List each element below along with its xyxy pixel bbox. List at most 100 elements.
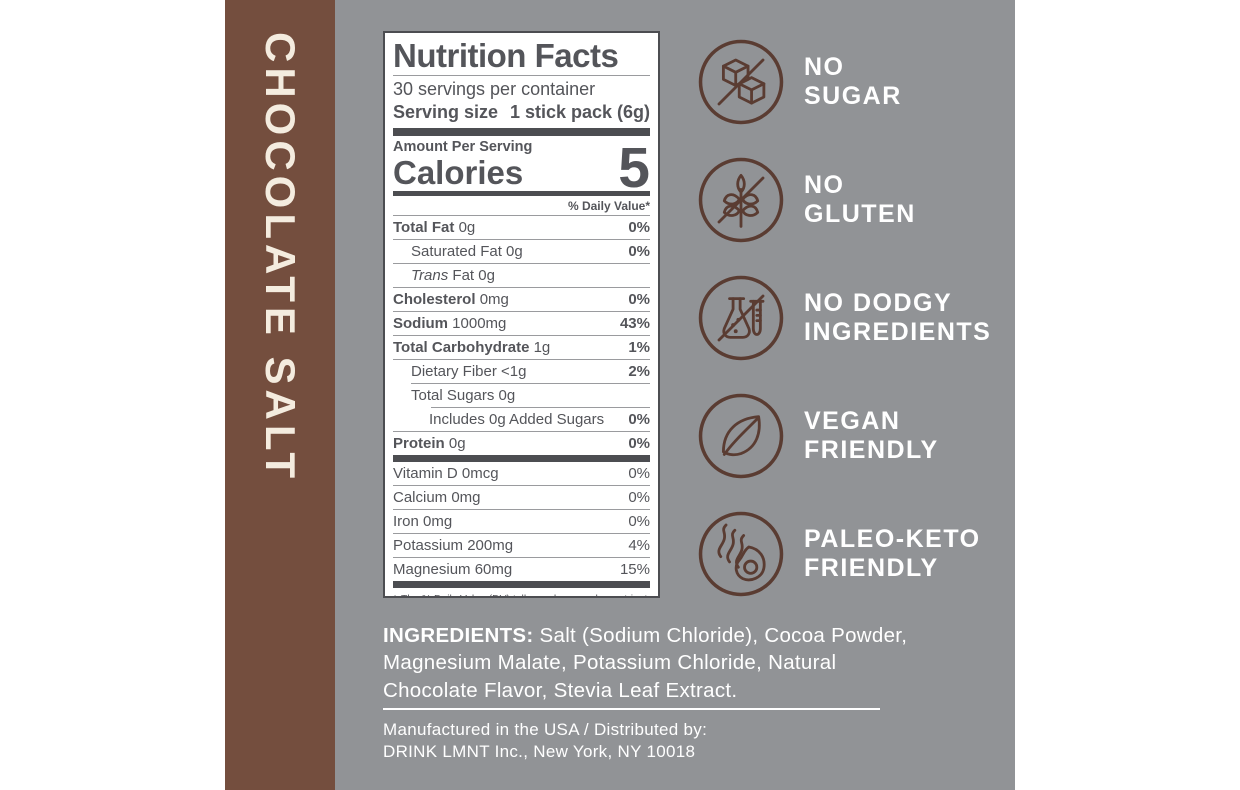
nutrient-name: Vitamin D 0mcg <box>393 464 499 482</box>
nutrient-name: Sodium 1000mg <box>393 314 507 332</box>
manufactured-line: Manufactured in the USA / Distributed by… <box>383 720 708 739</box>
serving-size-value: 1 stick pack (6g) <box>509 102 650 123</box>
separator-rule <box>393 557 650 559</box>
badge-vegan-friendly: VEGAN FRIENDLY <box>697 392 991 480</box>
micro-nutrient-rows: Vitamin D 0mcg 0% Calcium 0mg 0% Iron 0mg 0% P… <box>393 462 650 581</box>
nutrient-daily-value: 0% <box>628 410 650 428</box>
nutrient-daily-value: 43% <box>619 314 650 332</box>
macro-nutrient-rows: Total Fat 0g 0% Saturated Fat 0g 0% Trans Fa… <box>393 216 650 455</box>
nutrient-row: Saturated Fat 0g 0% <box>393 240 650 263</box>
serving-size-label: Serving size <box>393 102 499 123</box>
nutrient-daily-value: 2% <box>628 362 650 380</box>
footer-divider <box>383 708 880 710</box>
nutrient-row: Vitamin D 0mcg 0% <box>393 462 650 485</box>
separator-rule <box>393 239 650 241</box>
thick-rule <box>393 455 650 463</box>
separator-rule <box>393 215 650 217</box>
nutrient-daily-value: 0% <box>628 242 650 260</box>
servings-per-container: 30 servings per container <box>393 78 596 99</box>
nutrient-name: Iron 0mg <box>393 512 453 530</box>
thick-rule <box>393 581 650 589</box>
badge-label: NO GLUTEN <box>804 170 916 229</box>
nutrient-name: Calcium 0mg <box>393 488 481 506</box>
nutrient-row: Dietary Fiber <1g 2% <box>393 360 650 383</box>
nutrient-row: Protein 0g 0% <box>393 432 650 455</box>
separator-rule <box>393 287 650 289</box>
nutrient-daily-value: 0% <box>628 434 650 452</box>
nutrient-name: Dietary Fiber <1g <box>411 362 527 380</box>
nutrient-daily-value: 0% <box>628 464 650 482</box>
nutrient-row: Calcium 0mg 0% <box>393 486 650 509</box>
nutrient-row: Trans Fat 0g <box>393 264 650 287</box>
nutrient-row: Cholesterol 0mg 0% <box>393 288 650 311</box>
nutrition-facts-panel: Nutrition Facts 30 servings per containe… <box>383 31 660 598</box>
separator-rule <box>393 359 650 361</box>
badge-paleo-keto-friendly: PALEO-KETO FRIENDLY <box>697 510 991 598</box>
calories-value: 5 <box>618 135 650 200</box>
calories-block: Amount Per Serving Calories 5 <box>393 135 650 200</box>
nutrient-daily-value: 0% <box>628 218 650 236</box>
nutrient-row: Total Sugars 0g <box>393 384 650 407</box>
separator-rule <box>393 74 650 76</box>
badge-label: PALEO-KETO FRIENDLY <box>804 524 981 583</box>
badge-label: VEGAN FRIENDLY <box>804 406 939 465</box>
badge-no-sugar: NO SUGAR <box>697 38 991 126</box>
nutrient-row: Potassium 200mg 4% <box>393 534 650 557</box>
nutrient-daily-value: 4% <box>628 536 650 554</box>
thick-rule <box>393 191 650 197</box>
nutrient-name: Total Sugars 0g <box>411 386 516 404</box>
nutrient-row: Iron 0mg 0% <box>393 510 650 533</box>
separator-rule <box>393 311 650 313</box>
calories-label: Calories <box>393 154 524 192</box>
thick-rule <box>393 127 650 136</box>
separator-rule <box>431 407 650 409</box>
nutrient-daily-value: 0% <box>628 512 650 530</box>
footnote-text: The % Daily Value (DV) tells you how muc… <box>401 593 650 596</box>
nutrient-row: Includes 0g Added Sugars 0% <box>393 408 650 431</box>
vegan-friendly-icon <box>698 393 784 479</box>
nutrient-row: Total Fat 0g 0% <box>393 216 650 239</box>
separator-rule <box>411 383 650 385</box>
badge-no-gluten: NO GLUTEN <box>697 156 991 244</box>
flavor-name: CHOCOLATE SALT <box>257 32 304 484</box>
manufacturer-text: Manufactured in the USA / Distributed by… <box>383 719 707 763</box>
nutrient-daily-value: 0% <box>628 290 650 308</box>
separator-rule <box>393 335 650 337</box>
separator-rule <box>393 509 650 511</box>
label-panel: Nutrition Facts 30 servings per containe… <box>335 0 1015 790</box>
paleo-keto-friendly-icon <box>698 511 784 597</box>
nutrient-name: Magnesium 60mg <box>393 560 513 578</box>
badge-no-dodgy-ingredients: NO DODGY INGREDIENTS <box>697 274 991 362</box>
ingredients-text: INGREDIENTS: Salt (Sodium Chloride), Coc… <box>383 622 928 704</box>
footnote-asterisk: * <box>393 593 397 596</box>
nutrient-name: Potassium 200mg <box>393 536 514 554</box>
no-dodgy-ingredients-icon <box>698 275 784 361</box>
nutrient-row: Magnesium 60mg 15% <box>393 558 650 581</box>
nutrient-row: Total Carbohydrate 1g 1% <box>393 336 650 359</box>
claim-badges: NO SUGAR NO GLUTEN NO DODGY INGREDIENTS VEGAN F… <box>697 38 991 628</box>
ingredients-list: Salt (Sodium Chloride), Cocoa Powder, Mag… <box>383 624 908 702</box>
nutrient-name: Includes 0g Added Sugars <box>429 410 605 428</box>
nutrient-name: Trans Fat 0g <box>411 266 495 284</box>
nutrient-name: Total Carbohydrate 1g <box>393 338 551 356</box>
separator-rule <box>393 263 650 265</box>
serving-size-row: Serving size 1 stick pack (6g) <box>393 101 650 128</box>
no-gluten-icon <box>698 157 784 243</box>
nutrient-name: Saturated Fat 0g <box>411 242 523 260</box>
nutrient-daily-value: 1% <box>628 338 650 356</box>
badge-label: NO SUGAR <box>804 52 902 111</box>
nutrient-daily-value: 0% <box>628 488 650 506</box>
daily-value-footnote: * The % Daily Value (DV) tells you how m… <box>393 588 650 596</box>
badge-label: NO DODGY INGREDIENTS <box>804 288 992 347</box>
separator-rule <box>393 533 650 535</box>
nutrient-daily-value: 15% <box>619 560 650 578</box>
separator-rule <box>393 485 650 487</box>
daily-value-header: % Daily Value* <box>567 199 650 214</box>
no-sugar-icon <box>698 39 784 125</box>
ingredients-label: INGREDIENTS: <box>383 624 534 647</box>
nutrition-facts-title: Nutrition Facts <box>393 37 619 74</box>
distributor-line: DRINK LMNT Inc., New York, NY 10018 <box>383 742 696 762</box>
nutrient-name: Protein 0g <box>393 434 466 452</box>
amount-per-serving-label: Amount Per Serving <box>393 138 533 155</box>
nutrient-name: Total Fat 0g <box>393 218 476 236</box>
